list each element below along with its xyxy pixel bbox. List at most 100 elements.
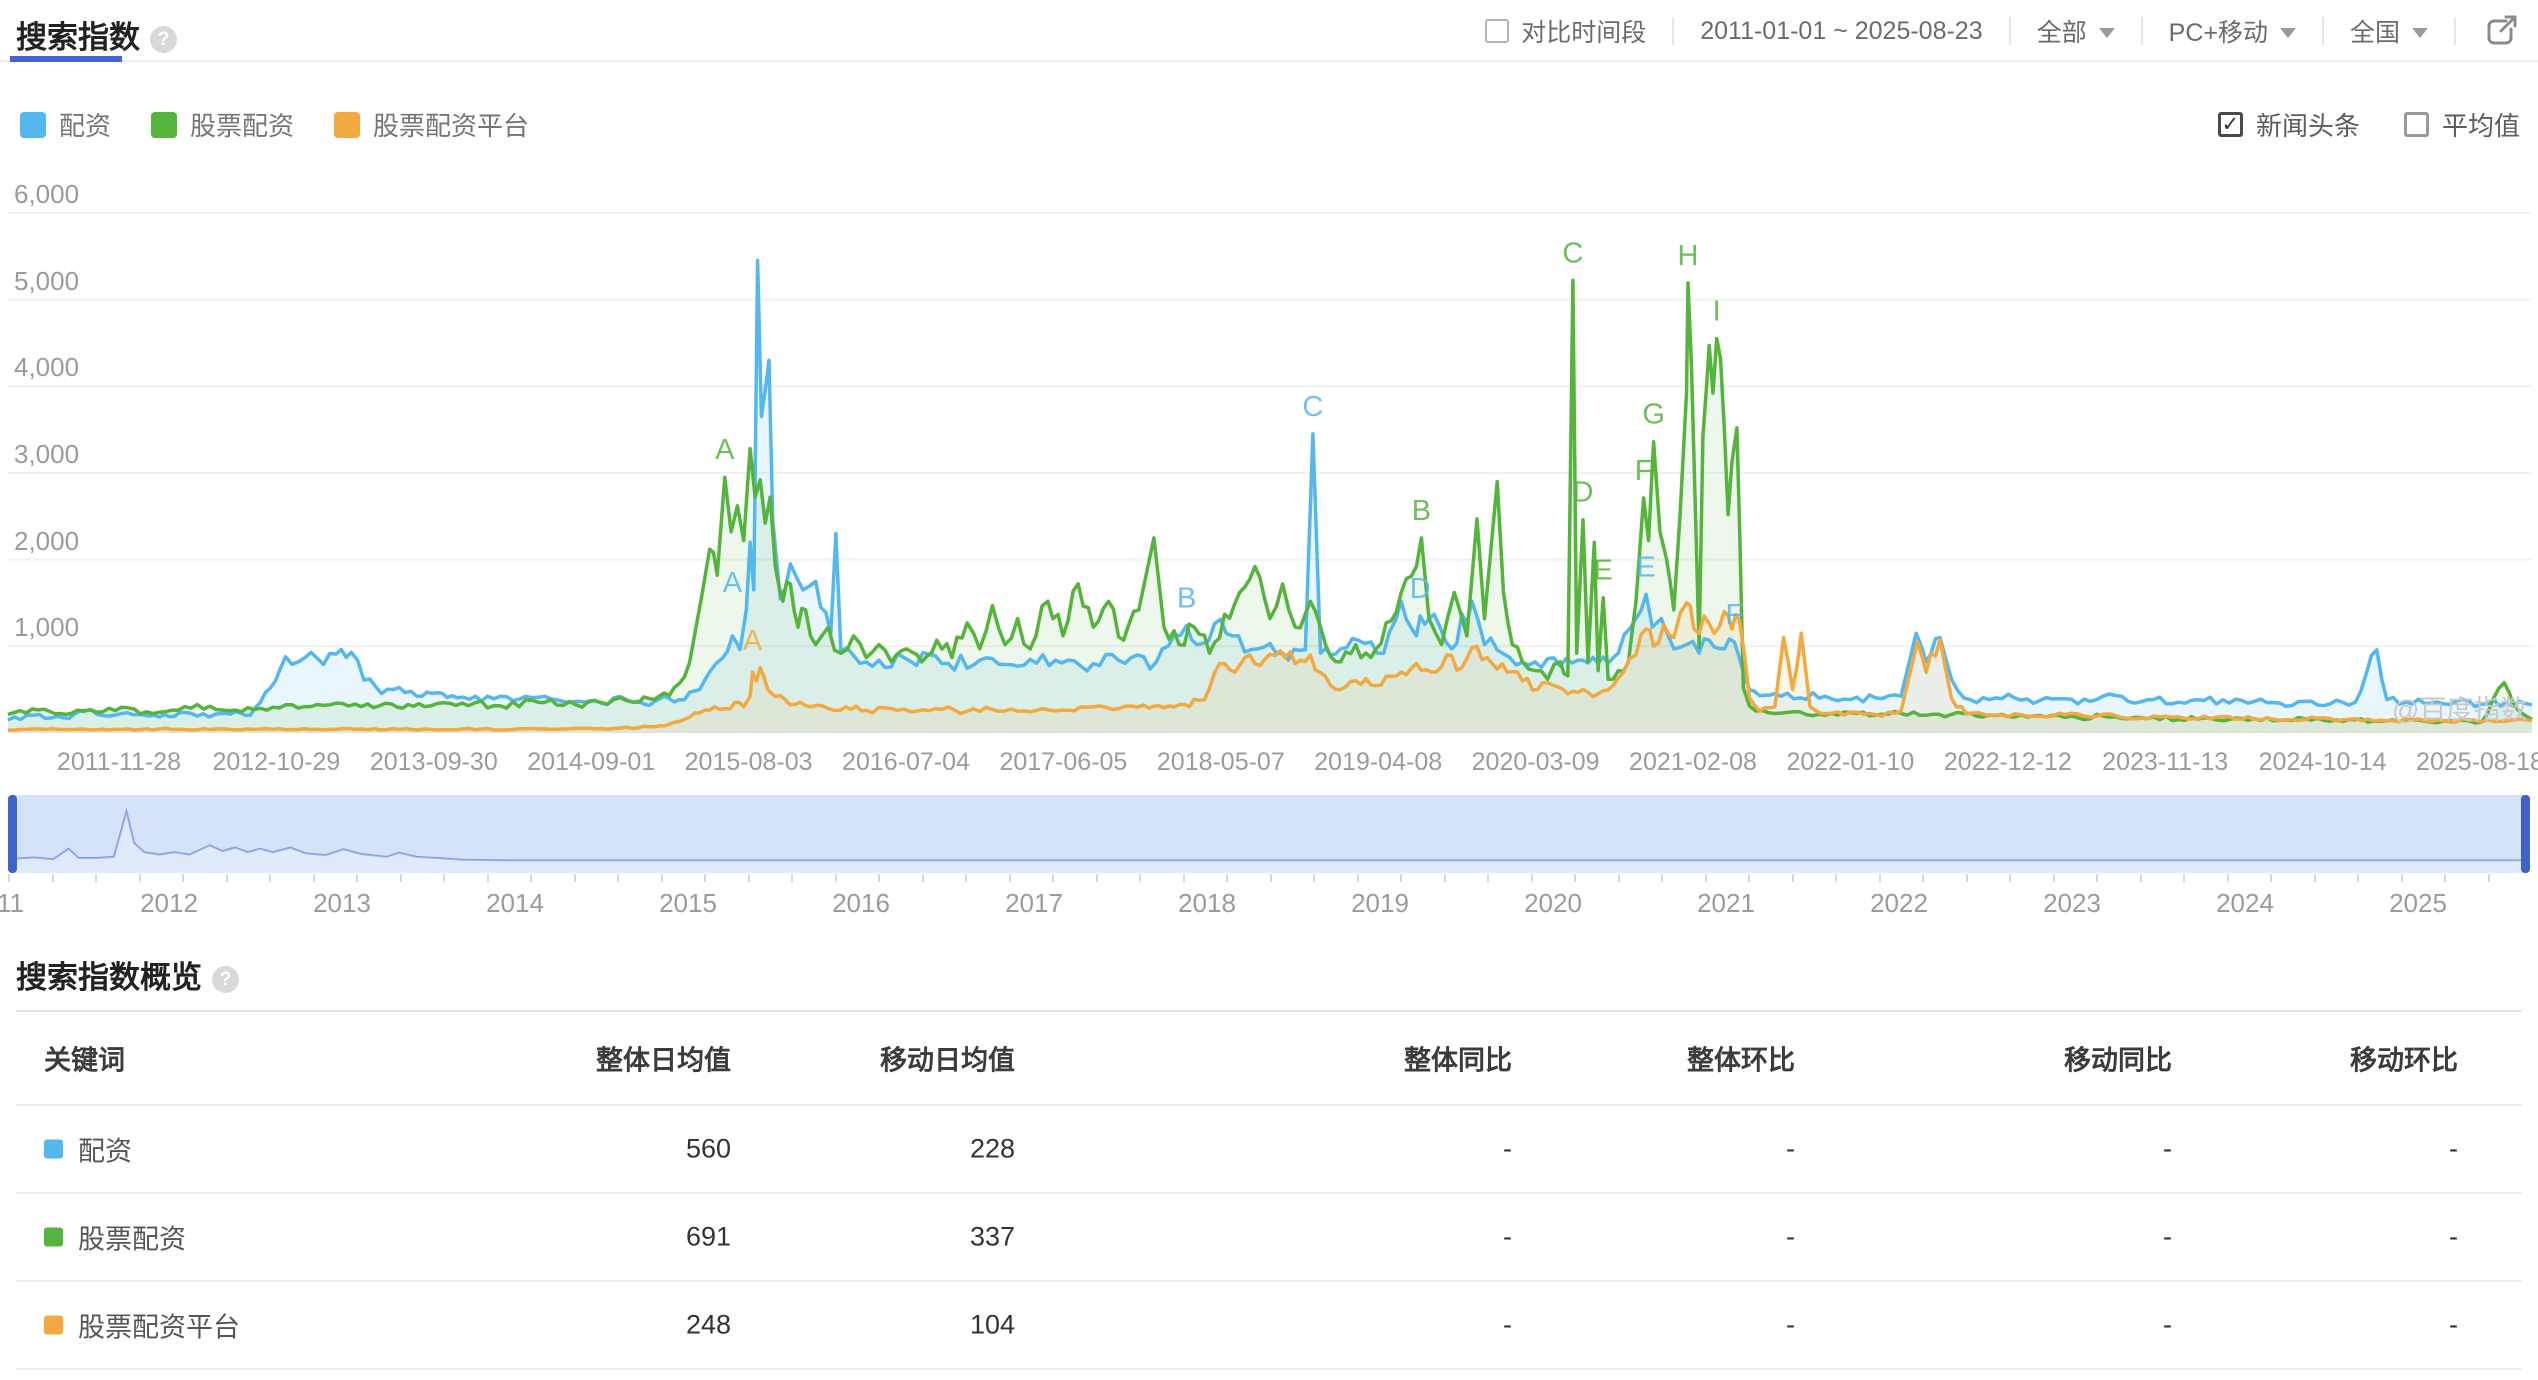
brush-year-label: 2020: [1524, 888, 1582, 918]
value-cell: 248: [685, 1309, 731, 1340]
brush-tick: [2226, 874, 2229, 882]
compare-period-toggle[interactable]: 对比时间段: [1485, 13, 1646, 49]
brush-tick: [573, 874, 576, 882]
svg-text:H: H: [1678, 240, 1699, 272]
compare-label: 对比时间段: [1521, 19, 1647, 47]
value-cell: -: [1786, 1309, 1795, 1340]
col-header-mobile-avg[interactable]: 移动日均值: [880, 1045, 1015, 1076]
chevron-down-icon: [2098, 28, 2115, 38]
value-cell: -: [2163, 1309, 2172, 1340]
brush-tick: [1617, 874, 1620, 882]
overview-title: 搜索指数概览?: [16, 952, 239, 997]
region-dropdown[interactable]: 全国: [2350, 13, 2428, 49]
average-toggle[interactable]: 平均值: [2403, 106, 2520, 143]
col-header-mobile-mom[interactable]: 移动环比: [2350, 1045, 2458, 1076]
col-header-mobile-yoy[interactable]: 移动同比: [2064, 1045, 2172, 1076]
brush-tick: [1182, 874, 1185, 882]
brush-tick: [225, 874, 228, 882]
brush-tick: [834, 874, 837, 882]
col-header-overall-avg[interactable]: 整体日均值: [596, 1045, 731, 1076]
average-checkbox[interactable]: [2403, 112, 2429, 137]
chart-legend: 配资 股票配资 股票配资平台: [20, 106, 529, 143]
brush-tick: [878, 874, 880, 882]
table-row: 股票配资平台 248 104 - - - -: [16, 1282, 2522, 1370]
brush-tick: [399, 874, 402, 882]
source-dropdown[interactable]: 全部: [2037, 13, 2115, 49]
brush-year-label: 2017: [1005, 888, 1063, 918]
brush-tick: [2313, 874, 2316, 882]
value-cell: -: [1503, 1309, 1512, 1340]
keyword-swatch: [44, 1315, 63, 1335]
brush-year-label: 2025: [2389, 888, 2447, 918]
timeline-brush[interactable]: [7, 795, 2530, 873]
brush-year-label: 2014: [486, 888, 544, 918]
keyword-cell: 股票配资: [44, 1218, 186, 1257]
y-axis-tick-label: 4,000: [14, 352, 80, 383]
brush-tick: [1356, 874, 1359, 882]
brush-tick: [51, 874, 54, 882]
help-icon[interactable]: ?: [212, 966, 239, 993]
brush-tick: [1226, 874, 1228, 882]
news-headline-toggle[interactable]: ✓ 新闻头条: [2217, 106, 2360, 143]
svg-text:A: A: [715, 434, 735, 466]
active-tab-underline: [10, 56, 122, 62]
x-axis-tick-label: 2014-09-01: [527, 748, 656, 776]
brush-year-label: 2011: [0, 888, 24, 918]
keyword-label: 配资: [78, 1136, 132, 1167]
legend-item[interactable]: 配资: [20, 106, 111, 143]
col-header-overall-yoy[interactable]: 整体同比: [1404, 1045, 1512, 1076]
x-axis-tick-label: 2019-04-08: [1314, 748, 1443, 776]
legend-label: 股票配资: [190, 111, 295, 141]
brush-tick: [1878, 874, 1881, 882]
device-dropdown[interactable]: PC+移动: [2169, 13, 2296, 49]
brush-tick: [1791, 874, 1794, 882]
compare-checkbox[interactable]: [1485, 19, 1510, 43]
date-range-picker[interactable]: 2011-01-01 ~ 2025-08-23: [1700, 17, 1982, 46]
svg-text:B: B: [1412, 495, 1431, 527]
chevron-down-icon: [2412, 28, 2428, 38]
date-range-text: 2011-01-01 ~ 2025-08-23: [1700, 16, 1983, 45]
brush-tick: [2444, 874, 2446, 882]
brush-tick: [182, 874, 184, 882]
header-divider: [0, 60, 2538, 62]
header: 搜索指数? 对比时间段 2011-01-01 ~ 2025-08-23 全部 P…: [0, 0, 2538, 66]
external-link-icon[interactable]: [2482, 12, 2520, 50]
brush-tick: [1487, 874, 1489, 882]
brush-tick: [1661, 874, 1663, 882]
brush-year-label: 2024: [2216, 888, 2274, 918]
x-axis-tick-label: 2022-12-12: [1943, 748, 2072, 776]
news-headline-checkbox[interactable]: ✓: [2217, 112, 2243, 137]
brush-tick: [2009, 874, 2011, 882]
svg-text:D: D: [1573, 477, 1594, 509]
value-cell: 691: [685, 1221, 731, 1252]
x-axis-tick-label: 2013-09-30: [369, 748, 498, 776]
brush-tick: [312, 874, 315, 882]
chevron-down-icon: [2279, 28, 2296, 38]
brush-tick: [269, 874, 271, 882]
legend-item[interactable]: 股票配资平台: [334, 106, 529, 143]
brush-sparkline: [7, 807, 2530, 873]
keyword-cell: 配资: [44, 1130, 132, 1169]
brush-tick: [1965, 874, 1968, 882]
brush-year-label: 2023: [2043, 888, 2101, 918]
brush-tick: [2357, 874, 2359, 882]
svg-text:B: B: [1177, 583, 1196, 615]
legend-item[interactable]: 股票配资: [151, 106, 294, 143]
table-header-row: 关键词 整体日均值 移动日均值 整体同比 整体环比 移动同比 移动环比: [16, 1012, 2522, 1106]
x-axis-tick-label: 2023-11-13: [2102, 748, 2229, 776]
divider: [2321, 17, 2324, 45]
brush-handle-left[interactable]: [8, 795, 17, 873]
brush-axis-ticks: [8, 874, 2530, 882]
col-header-overall-mom[interactable]: 整体环比: [1687, 1045, 1795, 1076]
help-icon[interactable]: ?: [150, 26, 177, 53]
brush-tick: [2052, 874, 2055, 882]
page-title: 搜索指数?: [16, 12, 177, 57]
overview-title-text: 搜索指数概览: [16, 960, 202, 995]
legend-swatch: [151, 111, 178, 138]
average-label: 平均值: [2441, 111, 2520, 141]
brush-year-labels: 2011 2012 2013 2014 2015 2016 2017 2018 2019 2020…: [0, 888, 2538, 922]
brush-tick: [1052, 874, 1054, 882]
brush-handle-right[interactable]: [2521, 795, 2530, 873]
